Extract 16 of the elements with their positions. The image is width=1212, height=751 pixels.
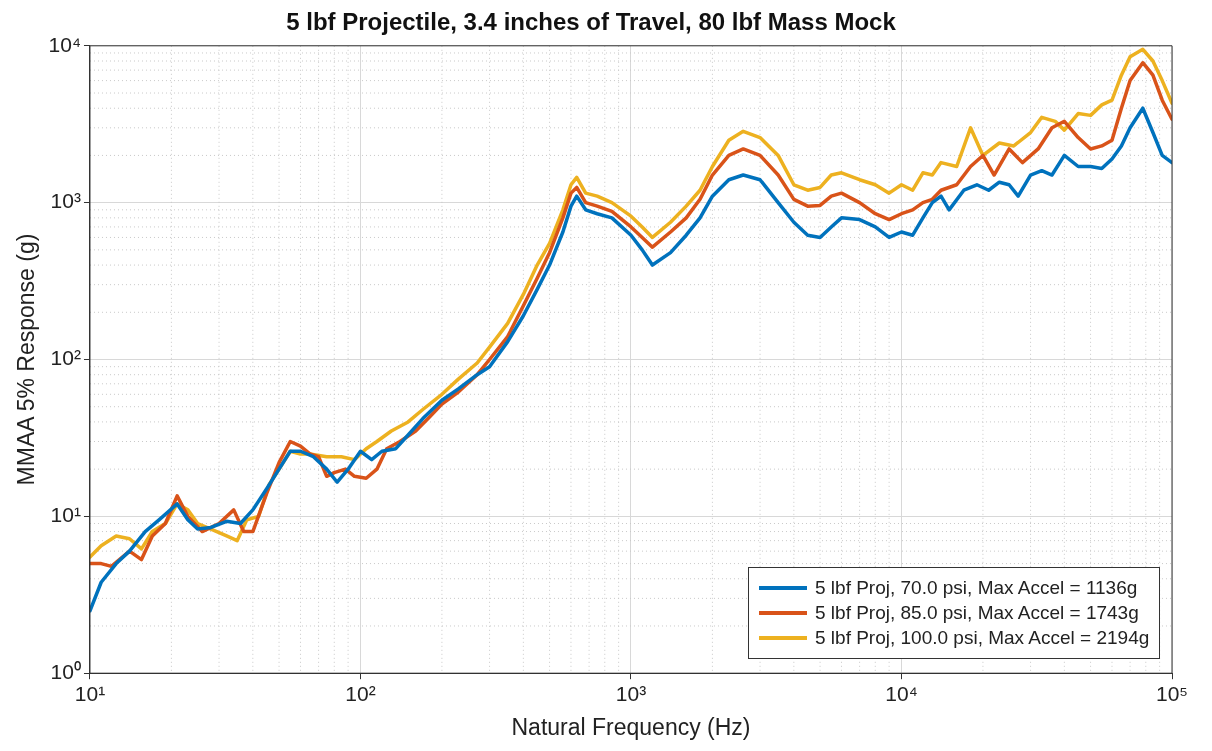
x-tick-label: 10⁴	[885, 681, 918, 705]
x-tick-label: 10²	[345, 681, 376, 705]
y-axis-title: MMAA 5% Response (g)	[13, 233, 40, 486]
legend-label: 5 lbf Proj, 85.0 psi, Max Accel = 1743g	[815, 602, 1139, 625]
y-tick-label: 10²	[50, 346, 81, 370]
x-axis-title: Natural Frequency (Hz)	[511, 713, 751, 740]
chart-title: 5 lbf Projectile, 3.4 inches of Travel, 80 lbf Mass Mock	[286, 8, 897, 36]
legend-label: 5 lbf Proj, 100.0 psi, Max Accel = 2194g	[815, 627, 1150, 650]
legend-label: 5 lbf Proj, 70.0 psi, Max Accel = 1136g	[815, 577, 1138, 600]
y-tick-label: 10⁴	[48, 32, 81, 56]
x-tick-label: 10³	[615, 681, 647, 705]
x-tick-label: 10¹	[74, 681, 106, 705]
y-tick-label: 10³	[50, 189, 81, 213]
y-tick-label: 10¹	[50, 503, 81, 527]
x-tick-label: 10⁵	[1155, 681, 1189, 705]
y-tick-label: 10⁰	[50, 660, 81, 683]
